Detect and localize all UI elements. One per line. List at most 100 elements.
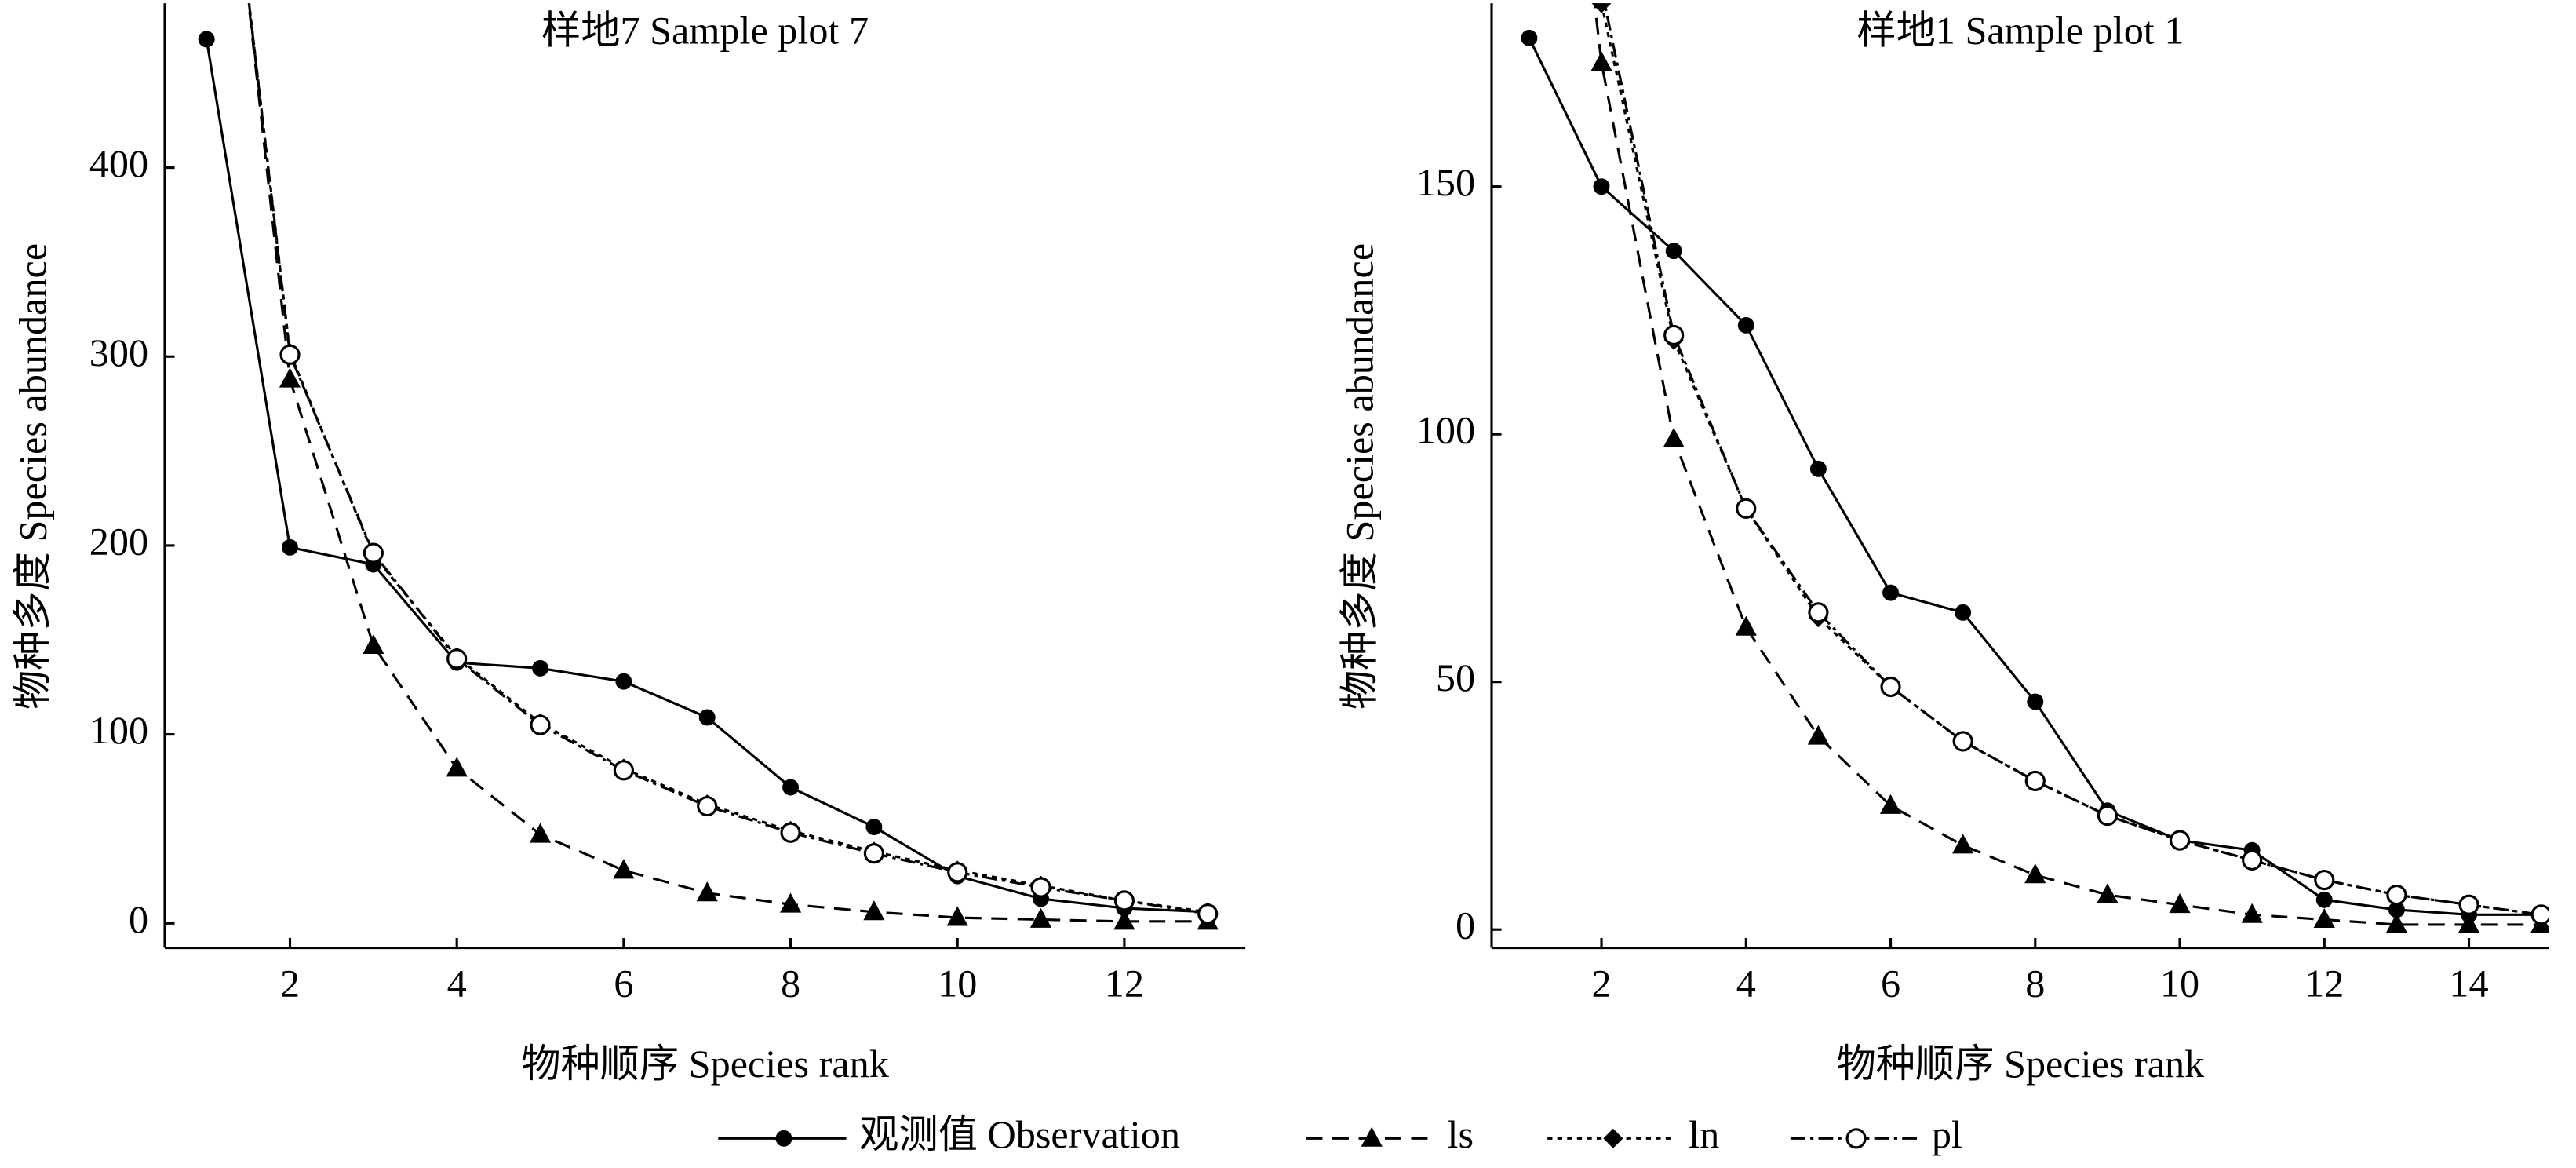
- marker: [698, 709, 716, 726]
- marker: [1663, 324, 1685, 346]
- x-tick-label: 4: [447, 961, 467, 1005]
- marker: [1737, 316, 1754, 334]
- marker: [1521, 29, 1538, 46]
- marker: [2386, 884, 2407, 906]
- marker: [946, 906, 968, 926]
- marker: [1591, 3, 1612, 13]
- marker: [529, 823, 552, 843]
- marker: [697, 795, 718, 817]
- marker: [2097, 805, 2118, 827]
- x-axis-label: 物种顺序 Species rank: [521, 1042, 890, 1086]
- marker: [2458, 894, 2479, 915]
- marker: [1197, 903, 1219, 925]
- y-tick-label: 0: [129, 897, 148, 941]
- marker: [363, 542, 384, 564]
- marker: [1593, 178, 1610, 195]
- y-tick-label: 200: [89, 519, 148, 563]
- series-line: [205, 38, 1208, 914]
- x-tick-label: 6: [1881, 961, 1900, 1005]
- legend-entry: ls: [1306, 1112, 1474, 1156]
- legend-entry: 观测值 Observation: [718, 1112, 1180, 1156]
- chart-title: 样地1 Sample plot 1: [1856, 8, 2184, 52]
- marker: [1807, 725, 1830, 745]
- marker: [2169, 830, 2191, 851]
- x-tick-label: 2: [1591, 961, 1611, 1005]
- marker: [1808, 602, 1829, 623]
- marker: [198, 31, 215, 48]
- y-tick-label: 150: [1416, 160, 1475, 204]
- x-tick-label: 10: [938, 961, 977, 1005]
- plot-area: [198, 3, 1219, 930]
- y-tick-label: 300: [89, 330, 148, 374]
- x-tick-label: 4: [1736, 961, 1756, 1005]
- marker: [2241, 903, 2263, 923]
- y-tick-label: 100: [1416, 408, 1475, 452]
- y-tick-label: 0: [1456, 903, 1475, 947]
- series-line: [1600, 3, 2541, 916]
- y-axis-label: 物种多度 Species abundance: [10, 243, 54, 710]
- marker: [1809, 460, 1827, 477]
- marker: [279, 344, 301, 365]
- x-tick-label: 2: [280, 961, 300, 1005]
- marker: [615, 673, 632, 690]
- marker: [2169, 893, 2191, 914]
- marker: [2313, 907, 2335, 929]
- marker: [775, 1130, 792, 1147]
- series-line: [1603, 3, 2541, 916]
- marker: [1845, 1128, 1867, 1149]
- marker: [2314, 870, 2335, 891]
- marker: [2385, 913, 2408, 933]
- marker: [613, 760, 634, 781]
- marker: [1029, 907, 1052, 928]
- legend-entry: ln: [1547, 1112, 1719, 1156]
- marker: [279, 367, 301, 388]
- x-tick-label: 10: [2160, 961, 2199, 1005]
- marker: [2388, 901, 2405, 918]
- marker: [1882, 584, 1900, 601]
- x-tick-label: 14: [2449, 961, 2488, 1005]
- marker: [782, 779, 800, 796]
- marker: [1665, 243, 1682, 260]
- series-line: [247, 3, 1208, 915]
- y-axis-label: 物种多度 Species abundance: [1337, 243, 1381, 710]
- marker: [363, 633, 384, 654]
- marker: [1590, 51, 1612, 71]
- marker: [282, 538, 298, 556]
- marker: [780, 822, 801, 843]
- marker: [1952, 834, 1974, 854]
- marker: [1113, 890, 1135, 911]
- marker: [1113, 910, 1135, 930]
- marker: [696, 881, 718, 902]
- marker: [1603, 1128, 1623, 1148]
- y-tick-label: 400: [89, 141, 148, 185]
- marker: [2242, 849, 2263, 871]
- marker: [2024, 863, 2046, 884]
- x-tick-label: 12: [2305, 961, 2344, 1005]
- marker: [1736, 498, 1757, 519]
- legend-label: ls: [1448, 1112, 1474, 1156]
- marker: [2024, 770, 2046, 791]
- x-tick-label: 8: [2025, 961, 2045, 1005]
- marker: [865, 819, 883, 835]
- y-tick-label: 100: [89, 708, 148, 752]
- marker: [1663, 427, 1685, 447]
- marker: [1735, 615, 1757, 636]
- marker: [2027, 693, 2044, 710]
- marker: [1361, 1126, 1383, 1147]
- marker: [1030, 877, 1051, 898]
- marker: [779, 892, 802, 913]
- legend-entry: pl: [1790, 1112, 1962, 1156]
- marker: [530, 714, 551, 735]
- x-tick-label: 6: [614, 961, 633, 1005]
- marker: [446, 648, 468, 670]
- marker: [532, 659, 548, 677]
- legend-label: ln: [1689, 1112, 1719, 1156]
- marker: [947, 862, 968, 883]
- series-line: [247, 3, 1208, 923]
- marker: [863, 900, 885, 921]
- legend-label: 观测值 Observation: [859, 1112, 1180, 1156]
- marker: [1955, 604, 1972, 621]
- x-axis-label: 物种顺序 Species rank: [1837, 1042, 2206, 1086]
